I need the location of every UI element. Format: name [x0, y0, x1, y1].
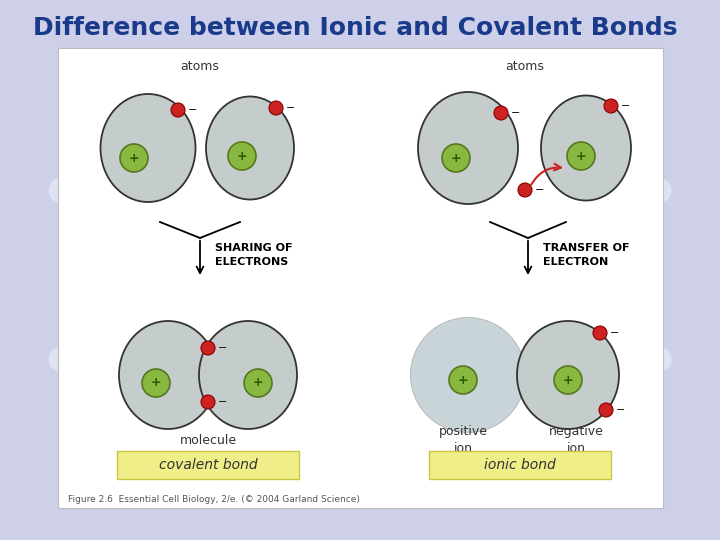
Circle shape	[228, 142, 256, 170]
Text: −: −	[535, 185, 544, 195]
Text: −: −	[218, 343, 228, 353]
Text: SHARING OF
ELECTRONS: SHARING OF ELECTRONS	[215, 244, 292, 267]
Text: negative
ion: negative ion	[549, 426, 603, 455]
Text: −: −	[286, 103, 295, 113]
Text: atoms: atoms	[505, 60, 544, 73]
Text: atoms: atoms	[181, 60, 220, 73]
Text: +: +	[129, 152, 139, 165]
Circle shape	[567, 142, 595, 170]
Circle shape	[201, 341, 215, 355]
Circle shape	[442, 144, 470, 172]
Ellipse shape	[119, 321, 217, 429]
Ellipse shape	[517, 321, 619, 429]
Text: Difference between Ionic and Covalent Bonds: Difference between Ionic and Covalent Bo…	[32, 16, 678, 40]
Text: −: −	[218, 397, 228, 407]
FancyArrowPatch shape	[531, 164, 561, 185]
FancyBboxPatch shape	[429, 451, 611, 479]
Circle shape	[518, 183, 532, 197]
Ellipse shape	[418, 92, 518, 204]
FancyBboxPatch shape	[117, 451, 299, 479]
Circle shape	[120, 144, 148, 172]
Circle shape	[171, 103, 185, 117]
Ellipse shape	[541, 96, 631, 200]
Text: +: +	[150, 376, 161, 389]
Text: −: −	[610, 328, 619, 338]
Text: +: +	[253, 376, 264, 389]
Circle shape	[494, 106, 508, 120]
Circle shape	[201, 395, 215, 409]
Text: positive
ion: positive ion	[438, 426, 487, 455]
Ellipse shape	[101, 94, 196, 202]
Text: +: +	[458, 374, 468, 387]
Text: −: −	[511, 108, 521, 118]
Text: +: +	[563, 374, 573, 387]
Ellipse shape	[206, 97, 294, 199]
Text: −: −	[621, 101, 631, 111]
Text: −: −	[188, 105, 197, 115]
Text: ionic bond: ionic bond	[484, 458, 556, 472]
Circle shape	[593, 326, 607, 340]
Circle shape	[269, 101, 283, 115]
Ellipse shape	[410, 318, 526, 433]
Text: covalent bond: covalent bond	[158, 458, 257, 472]
Text: +: +	[576, 150, 586, 163]
Ellipse shape	[199, 321, 297, 429]
Text: +: +	[237, 150, 247, 163]
Circle shape	[554, 366, 582, 394]
Text: −: −	[616, 405, 626, 415]
Text: +: +	[451, 152, 462, 165]
Text: molecule: molecule	[179, 434, 237, 447]
Circle shape	[244, 369, 272, 397]
Text: TRANSFER OF
ELECTRON: TRANSFER OF ELECTRON	[543, 244, 629, 267]
FancyBboxPatch shape	[58, 48, 663, 508]
Circle shape	[604, 99, 618, 113]
Text: Figure 2.6  Essential Cell Biology, 2/e. (© 2004 Garland Science): Figure 2.6 Essential Cell Biology, 2/e. …	[68, 496, 360, 504]
Circle shape	[142, 369, 170, 397]
Circle shape	[599, 403, 613, 417]
Circle shape	[449, 366, 477, 394]
